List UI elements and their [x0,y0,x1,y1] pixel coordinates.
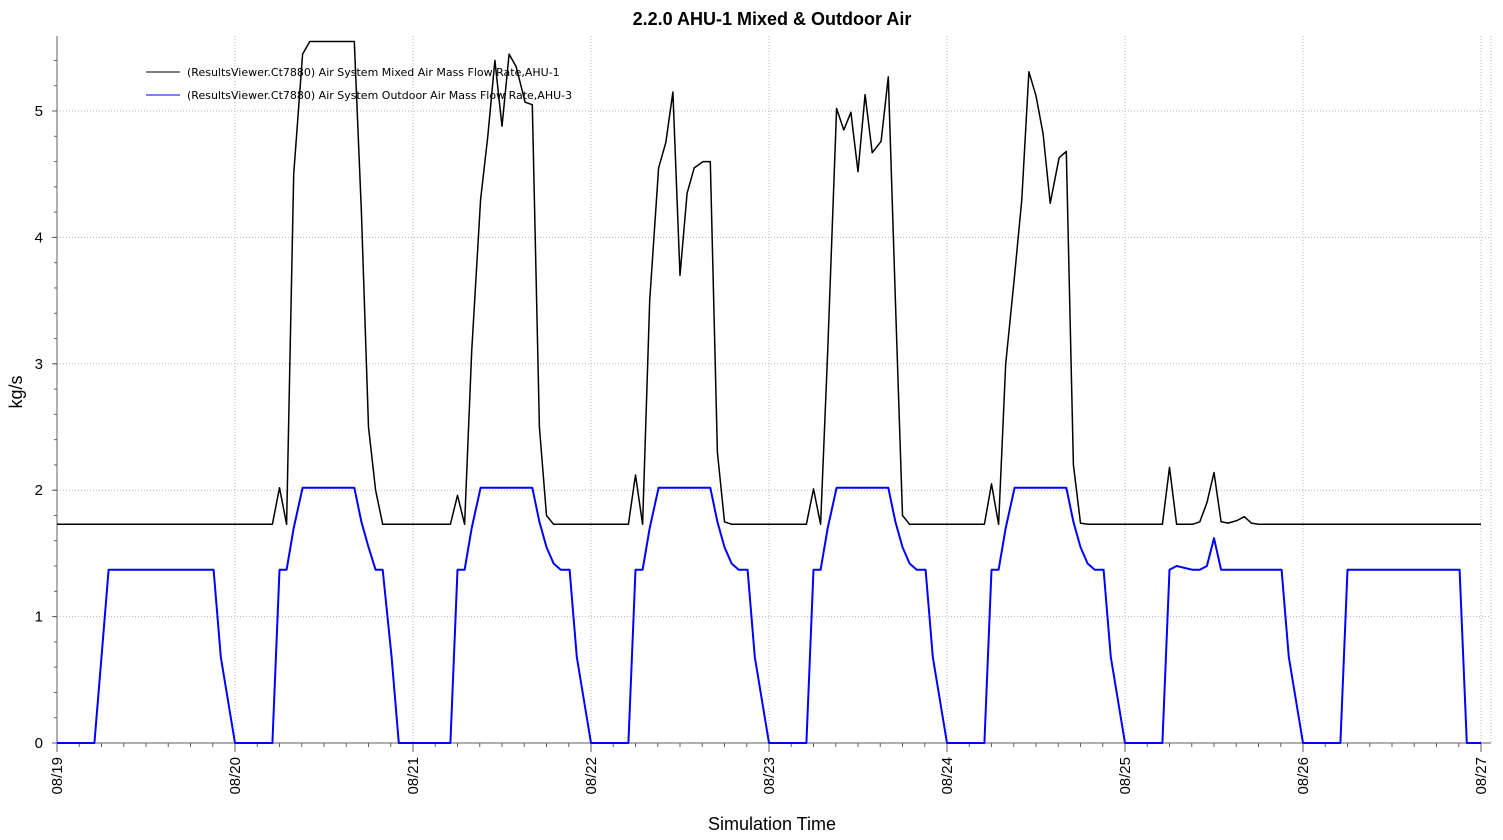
series-line-outdoor-air [57,486,1481,744]
axes [56,36,1492,744]
legend-entry-label: (ResultsViewer.Ct7880) Air System Mixed … [187,66,560,79]
legend-entry-label: (ResultsViewer.Ct7880) Air System Outdoo… [187,89,572,102]
grid [57,36,1491,743]
y-tick-label: 5 [35,103,43,120]
ticks: 0 1 2 3 4 5 08/19 08/20 08/21 08/22 08/23 08/24 08/2… [35,59,1490,795]
x-tick-label: 08/20 [227,757,244,795]
chart-title: 2.2.0 AHU-1 Mixed & Outdoor Air [633,9,912,29]
x-tick-label: 08/24 [939,757,956,795]
series-line-mixed-air [57,40,1481,526]
x-tick-label: 08/22 [583,757,600,795]
y-tick-label: 2 [35,482,43,499]
y-axis-label: kg/s [6,375,26,408]
x-tick-label: 08/21 [405,757,422,795]
x-tick-label: 08/26 [1295,757,1312,795]
y-tick-label: 0 [35,735,43,752]
y-tick-label: 4 [35,229,43,246]
x-tick-label: 08/25 [1117,757,1134,795]
y-tick-label: 3 [35,356,43,373]
x-tick-label: 08/23 [761,757,778,795]
legend: (ResultsViewer.Ct7880) Air System Mixed … [146,66,572,102]
y-tick-label: 1 [35,609,43,626]
x-axis-label: Simulation Time [708,814,836,834]
x-tick-label: 08/19 [49,757,66,795]
x-tick-label: 08/27 [1473,757,1490,795]
series-layer [57,40,1481,744]
